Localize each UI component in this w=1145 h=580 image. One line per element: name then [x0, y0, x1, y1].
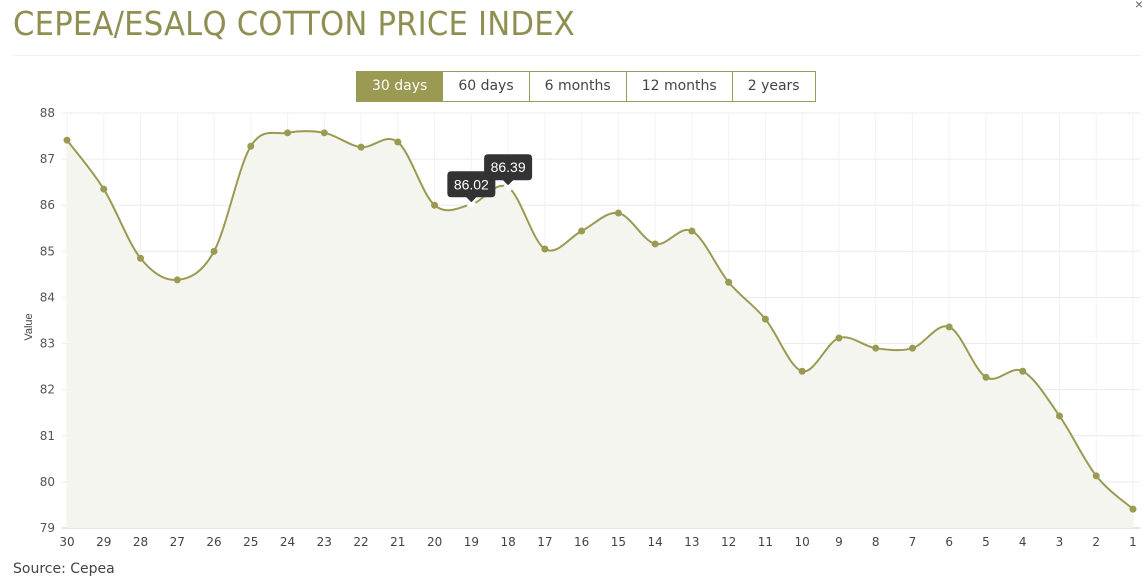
- page-title: CEPEA/ESALQ COTTON PRICE INDEX: [13, 4, 576, 43]
- x-tick-label: 12: [721, 535, 736, 549]
- data-point: [541, 245, 549, 253]
- x-tick-label: 14: [647, 535, 662, 549]
- data-point: [761, 315, 769, 323]
- x-tick-label: 26: [206, 535, 221, 549]
- range-button-6-months[interactable]: 6 months: [528, 72, 626, 101]
- data-point: [1019, 367, 1027, 375]
- data-point: [651, 240, 659, 248]
- x-tick-label: 25: [243, 535, 258, 549]
- range-button-60-days[interactable]: 60 days: [442, 72, 529, 101]
- data-point: [982, 373, 990, 381]
- x-tick-label: 15: [611, 535, 626, 549]
- range-button-2-years[interactable]: 2 years: [731, 72, 815, 101]
- tooltip: 86.39: [484, 154, 533, 186]
- x-tick-label: 21: [390, 535, 405, 549]
- data-point: [284, 129, 292, 137]
- series-line: [66, 130, 1134, 510]
- x-tick-label: 10: [795, 535, 810, 549]
- x-tick-label: 13: [684, 535, 699, 549]
- data-point: [578, 227, 586, 235]
- data-point: [63, 136, 71, 144]
- data-point: [320, 129, 328, 137]
- y-tick-label: 85: [40, 244, 55, 258]
- y-tick-label: 83: [40, 337, 55, 351]
- data-point: [872, 344, 880, 352]
- y-tick-label: 82: [40, 383, 55, 397]
- data-point: [100, 185, 108, 193]
- range-button-30-days[interactable]: 30 days: [357, 72, 443, 101]
- tooltip-box: [484, 154, 533, 186]
- x-tick-label: 3: [1056, 535, 1064, 549]
- x-tick-label: 22: [353, 535, 368, 549]
- x-tick-label: 8: [872, 535, 880, 549]
- data-point: [137, 254, 145, 262]
- x-tick-label: 4: [1019, 535, 1027, 549]
- x-tick-label: 7: [909, 535, 917, 549]
- range-selector: 30 days 60 days 6 months 12 months 2 years: [356, 71, 816, 102]
- y-tick-label: 79: [40, 521, 55, 535]
- area-fill: [67, 131, 1133, 528]
- data-point: [394, 138, 402, 146]
- x-tick-label: 28: [133, 535, 148, 549]
- tooltip: 86.02: [447, 171, 496, 203]
- x-tick-label: 19: [464, 535, 479, 549]
- data-point: [357, 143, 365, 151]
- data-point: [688, 227, 696, 235]
- x-tick-label: 30: [59, 535, 74, 549]
- y-tick-label: 88: [40, 106, 55, 120]
- tooltip-value: 86.02: [454, 176, 489, 192]
- tooltip-value: 86.39: [491, 159, 526, 175]
- data-point: [247, 142, 255, 150]
- data-point: [798, 367, 806, 375]
- x-tick-label: 5: [982, 535, 990, 549]
- data-point: [173, 276, 181, 284]
- x-tick-label: 11: [758, 535, 773, 549]
- y-axis-label: Value: [23, 313, 35, 340]
- close-icon[interactable]: ×: [1134, 0, 1143, 12]
- data-point: [1129, 505, 1137, 513]
- divider: [13, 55, 1140, 56]
- data-point: [835, 334, 843, 342]
- y-tick-label: 84: [40, 290, 55, 304]
- data-point: [725, 278, 733, 286]
- data-point: [908, 344, 916, 352]
- x-tick-label: 23: [317, 535, 332, 549]
- x-tick-label: 17: [537, 535, 552, 549]
- x-tick-label: 29: [96, 535, 111, 549]
- data-point: [945, 323, 953, 331]
- data-point: [1055, 412, 1063, 420]
- data-point: [431, 201, 439, 209]
- y-tick-label: 80: [40, 475, 55, 489]
- x-tick-label: 9: [835, 535, 843, 549]
- y-tick-label: 87: [40, 152, 55, 166]
- x-tick-label: 24: [280, 535, 295, 549]
- x-tick-label: 20: [427, 535, 442, 549]
- tooltip-box: [447, 171, 496, 203]
- data-point: [614, 209, 622, 217]
- range-button-12-months[interactable]: 12 months: [625, 72, 732, 101]
- x-tick-label: 27: [170, 535, 185, 549]
- data-point: [210, 247, 218, 255]
- source-text: Source: Cepea: [13, 561, 115, 577]
- x-tick-label: 6: [945, 535, 953, 549]
- x-tick-label: 18: [500, 535, 515, 549]
- y-tick-label: 81: [40, 429, 55, 443]
- x-tick-label: 2: [1092, 535, 1100, 549]
- data-point: [1092, 472, 1100, 480]
- x-tick-label: 16: [574, 535, 589, 549]
- x-tick-label: 1: [1129, 535, 1137, 549]
- y-tick-label: 86: [40, 198, 55, 212]
